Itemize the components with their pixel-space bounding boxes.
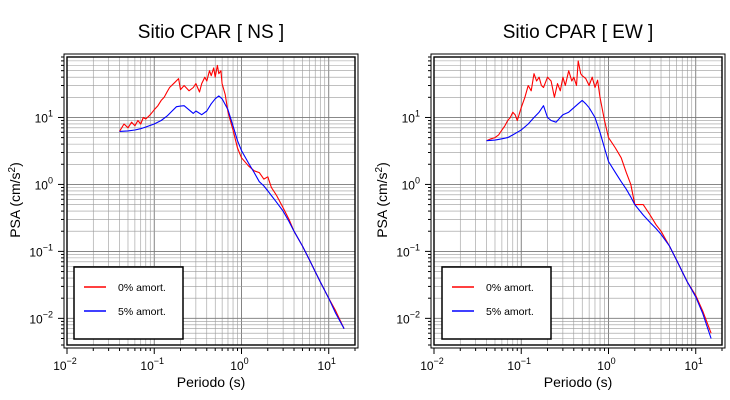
legend-label-5pct: 5% amort. — [486, 306, 534, 318]
legend: 0% amort. 5% amort. — [73, 266, 184, 340]
y-tick-label: 100 — [35, 175, 53, 192]
y-axis-label: PSA (cm/s2) — [374, 162, 390, 238]
x-tick-label: 10−1 — [507, 356, 531, 373]
x-axis-label: Periodo (s) — [177, 374, 245, 390]
legend: 0% amort. 5% amort. — [441, 266, 552, 340]
legend-label-0pct: 0% amort. — [486, 282, 534, 294]
series-line-0pct — [486, 60, 712, 334]
x-tick-label: 10−1 — [140, 356, 164, 373]
legend-label-5pct: 5% amort. — [118, 306, 166, 318]
y-tick-label: 10−2 — [396, 309, 420, 326]
plot-frame — [58, 53, 359, 354]
series-line-5pct — [486, 99, 712, 339]
series-line-0pct — [119, 64, 345, 329]
y-tick-label: 10−1 — [396, 242, 420, 259]
y-tick-label: 10−2 — [29, 309, 53, 326]
grid — [66, 56, 356, 346]
x-tick-label: 10−2 — [53, 356, 77, 373]
curves — [486, 60, 712, 339]
plot-border — [66, 56, 356, 346]
tick-labels: 10−2 10−1 100 101 10−2 10−1 100 101 — [29, 108, 336, 373]
curves — [119, 64, 345, 329]
y-tick-label: 10−1 — [29, 242, 53, 259]
plot-frame — [425, 53, 726, 354]
legend-box — [73, 266, 184, 340]
plot-border-outer — [63, 53, 359, 349]
x-tick-label: 100 — [230, 356, 248, 373]
grid — [433, 56, 723, 346]
x-axis-label: Periodo (s) — [544, 374, 612, 390]
series-line-5pct — [119, 95, 345, 329]
plot-border — [433, 56, 723, 346]
x-tick-label: 10−2 — [420, 356, 444, 373]
y-tick-label: 100 — [402, 175, 420, 192]
y-axis-label: PSA (cm/s2) — [7, 162, 23, 238]
y-tick-label: 101 — [35, 108, 53, 125]
chart-ew: Sitio CPAR [ EW ] 10−2 10−1 100 101 10−2 10−1… — [374, 22, 726, 390]
plot-border-outer — [430, 53, 726, 349]
chart-title: Sitio CPAR [ NS ] — [138, 22, 284, 43]
x-tick-label: 100 — [597, 356, 615, 373]
chart-ns: Sitio CPAR [ NS ] 10−2 10−1 100 101 10−2 10−1… — [7, 22, 359, 390]
y-tick-label: 101 — [402, 108, 420, 125]
x-tick-label: 101 — [318, 356, 336, 373]
tick-labels: 10−2 10−1 100 101 10−2 10−1 100 101 — [396, 108, 703, 373]
x-tick-label: 101 — [685, 356, 703, 373]
legend-box — [441, 266, 552, 340]
legend-label-0pct: 0% amort. — [118, 282, 166, 294]
chart-title: Sitio CPAR [ EW ] — [503, 22, 654, 43]
